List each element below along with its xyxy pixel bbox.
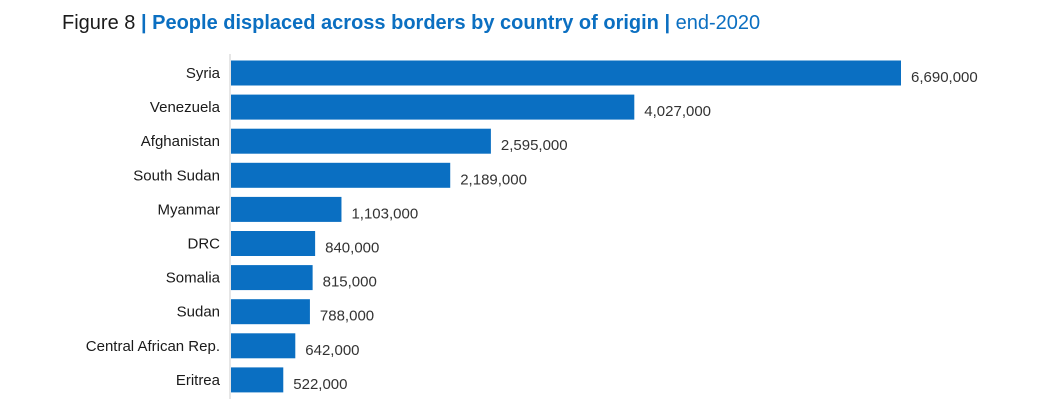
title-subtitle: end-2020 <box>675 12 761 34</box>
title-main: People displaced across borders by count… <box>152 12 659 34</box>
bar-eritrea <box>231 367 284 393</box>
category-label: Afghanistan <box>141 133 220 150</box>
bar-somalia <box>231 265 313 291</box>
category-label: Venezuela <box>150 99 221 116</box>
chart-title: Figure 8 | People displaced across borde… <box>62 10 760 36</box>
bar-syria <box>231 60 901 86</box>
bar-myanmar <box>231 196 342 222</box>
title-separator-2: | <box>664 12 671 34</box>
value-label: 2,595,000 <box>501 137 568 154</box>
value-label: 840,000 <box>325 240 379 257</box>
value-label: 788,000 <box>320 308 374 325</box>
category-label: Syria <box>186 65 221 82</box>
title-separator-1: | <box>140 12 147 34</box>
category-label: Eritrea <box>176 372 221 389</box>
value-label: 1,103,000 <box>351 205 418 222</box>
figure-number: Figure 8 <box>62 12 136 34</box>
value-label: 522,000 <box>293 376 347 393</box>
bar-south-sudan <box>231 162 451 188</box>
bar-afghanistan <box>231 128 491 154</box>
bar-drc <box>231 231 316 256</box>
value-label: 815,000 <box>323 274 377 291</box>
category-label: DRC <box>188 236 221 253</box>
category-label: Somalia <box>166 270 221 287</box>
value-label: 4,027,000 <box>644 103 711 120</box>
category-label: South Sudan <box>133 167 220 184</box>
category-label: Central African Rep. <box>86 338 220 355</box>
value-label: 6,690,000 <box>911 69 978 86</box>
value-label: 642,000 <box>305 342 359 359</box>
value-label: 2,189,000 <box>460 171 527 188</box>
bar-venezuela <box>231 94 635 120</box>
category-label: Myanmar <box>157 201 220 218</box>
bar-sudan <box>231 299 310 325</box>
category-label: Sudan <box>177 304 220 321</box>
bar-central-african-rep <box>231 333 296 359</box>
